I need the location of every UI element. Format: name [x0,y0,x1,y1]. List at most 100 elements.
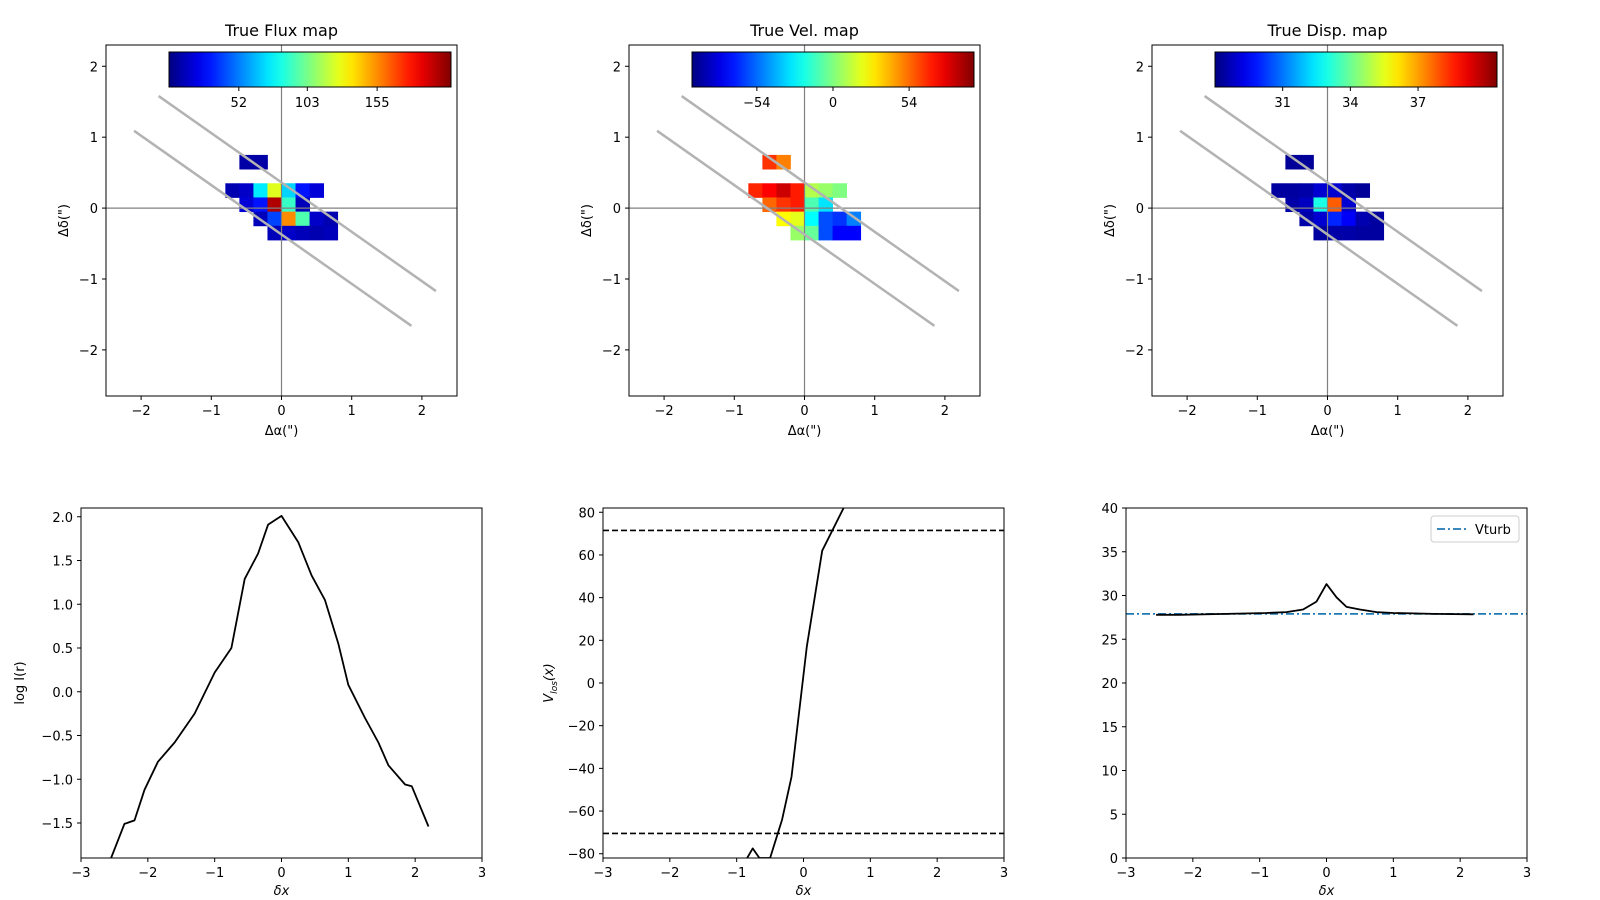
y-tick-label: 40 [578,592,595,607]
x-tick-label: −2 [660,866,679,881]
map-pixel [267,211,282,227]
slit-line [1203,95,1483,293]
map-pixel [295,183,310,198]
map-pixel [818,211,833,227]
y-axis-label-main: V [542,693,557,703]
x-axis-label: δx [1319,884,1335,899]
map-pixel [281,197,296,213]
colorbar-tick-label: 31 [1274,96,1291,111]
x-tick-label: −2 [1183,866,1202,881]
y-tick-label: 2 [613,60,621,75]
x-tick-label: 0 [277,404,285,419]
x-tick-label: 2 [941,404,949,419]
y-tick-label: −2 [602,344,621,359]
colorbar [1214,51,1498,88]
y-tick-label: 25 [1101,633,1118,648]
colorbar [168,51,452,88]
map-pixel [281,183,296,198]
x-tick-label: −2 [655,404,674,419]
map-pixel [239,183,254,198]
slit-line [133,129,413,327]
y-tick-label: −1 [602,273,621,288]
y-tick-label: 80 [578,506,595,521]
map-pixel [1327,183,1342,198]
chart-title: True Disp. map [1266,21,1387,40]
x-tick-label: −2 [132,404,151,419]
map-pixel [818,225,833,241]
x-tick-label: 2 [1464,404,1472,419]
y-tick-label: −2 [79,344,98,359]
colorbar-tick-label: 37 [1410,96,1427,111]
colorbar [691,51,975,88]
y-tick-label: 0.5 [52,642,73,657]
map-pixel [776,183,791,198]
y-tick-label: 20 [578,634,595,649]
colorbar-tick-label: 155 [365,96,390,111]
y-tick-label: 0 [1110,852,1118,867]
colorbar-tick-label: 0 [829,96,837,111]
x-tick-label: 2 [1456,866,1464,881]
map-pixel [1313,197,1328,213]
y-tick-label: 0 [613,202,621,217]
map-pixel [253,197,268,213]
slit-line [680,95,960,293]
colorbar-tick-label: 54 [901,96,918,111]
x-tick-label: 1 [1389,866,1397,881]
y-tick-label: 2 [90,60,98,75]
slit-line [1179,129,1459,327]
x-tick-label: 3 [1000,866,1008,881]
legend: Vturb [1430,515,1520,543]
y-tick-label: −1.5 [41,817,73,832]
x-tick-label: −1 [727,866,746,881]
colorbar-tick-label: 34 [1342,96,1359,111]
x-tick-label: 0 [800,404,808,419]
x-tick-label: 0 [1322,866,1330,881]
x-tick-label: −1 [1248,404,1267,419]
x-tick-label: 3 [478,866,486,881]
map-area [1152,45,1503,396]
x-tick-label: 1 [1394,404,1402,419]
map-pixel [762,154,777,170]
y-tick-label: 1 [90,131,98,146]
y-tick-label: 1.0 [52,598,73,613]
plot-frame [80,507,483,859]
x-tick-label: −3 [593,866,612,881]
profile-panel-2: −3 −2 −1 0 1 2 3 −80 −60 −40 −20 0 20 40 60 80 δx Vlos(x) [542,506,1008,899]
y-tick-label: −1 [1125,273,1144,288]
y-tick-label: 1.5 [52,555,73,570]
map-pixel [1285,183,1300,198]
map-pixel [1355,211,1371,227]
x-tick-label: 1 [348,404,356,419]
map-pixel [253,183,268,198]
y-tick-label: −0.5 [41,730,73,745]
plot-frame [602,507,1005,859]
map-pixel [1327,211,1342,227]
y-tick-label: −2 [1125,344,1144,359]
map-pixel [1355,225,1371,241]
series-line [1156,583,1474,616]
y-tick-label: 35 [1101,546,1118,561]
map-pixel [309,225,325,241]
y-tick-label: 0 [1136,202,1144,217]
y-tick-label: 0 [90,202,98,217]
y-tick-label: −1.0 [41,773,73,788]
x-tick-label: −2 [1178,404,1197,419]
y-axis-label: Δδ(") [57,204,72,237]
map-pixel [804,211,819,227]
map-pixel [225,183,240,198]
map-pixel [1313,211,1328,227]
map-pixel [1327,197,1342,213]
plot-frame [1125,507,1528,859]
map-pixel [790,197,805,213]
x-axis-label: Δα(") [265,424,299,439]
profile-panel-1: −3 −2 −1 0 1 2 3 −1.5 −1.0 −0.5 0.0 0.5 1.0 1.5 2.0 δx l… [13,507,486,899]
map-panel-3: 31 34 37 −2 −1 0 1 2 −2 −1 0 1 2 True Disp. map Δα(") Δ… [1103,21,1504,439]
x-tick-label: 1 [871,404,879,419]
x-tick-label: 2 [411,866,419,881]
x-tick-label: −2 [138,866,157,881]
map-pixel [1355,183,1371,198]
map-pixel [790,211,805,227]
map-pixel [762,183,777,198]
y-tick-label: 15 [1101,721,1118,736]
